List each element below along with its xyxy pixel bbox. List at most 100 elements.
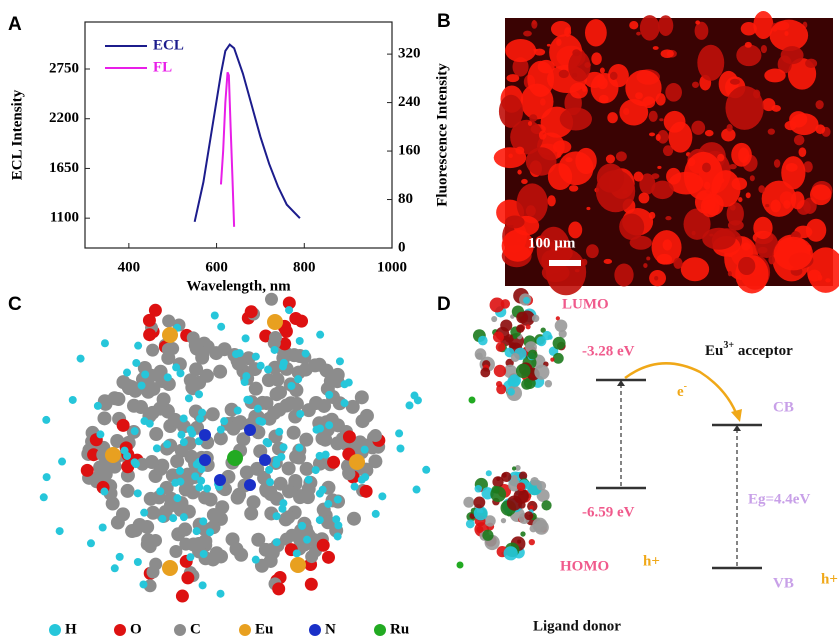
atom [278, 505, 286, 513]
orbital-lobe [545, 380, 552, 387]
atom [215, 500, 229, 514]
atom [324, 374, 338, 388]
atom [322, 451, 330, 459]
fluorescent-spot [781, 46, 804, 64]
fluorescent-spot [673, 258, 682, 269]
fluorescent-spot [709, 234, 713, 237]
homo-label: HOMO [560, 558, 609, 574]
atom [163, 440, 171, 448]
atom [227, 450, 243, 466]
panel-label: D [437, 294, 451, 315]
atom [252, 556, 260, 564]
atom [266, 478, 274, 486]
atom [293, 549, 301, 557]
orbital-lobe [542, 331, 551, 340]
atom [396, 445, 404, 453]
fluorescent-spot [599, 95, 609, 104]
atom [336, 357, 344, 365]
fluorescent-spot [817, 275, 822, 281]
orbital-lobe [492, 476, 503, 487]
legend-label: ECL [153, 37, 184, 53]
orbital-lobe [486, 470, 492, 476]
fluorescent-spot [649, 111, 658, 122]
acceptor-part: acceptor [734, 343, 793, 359]
atom [305, 578, 318, 591]
fluorescent-spot [728, 220, 744, 230]
orbital-lobe [476, 526, 483, 533]
orbital-lobe [476, 352, 483, 359]
atom [123, 452, 131, 460]
atom [303, 536, 311, 544]
legend-label: C [190, 621, 201, 637]
atom [42, 416, 50, 424]
atom [232, 357, 246, 371]
panel-label: B [437, 11, 451, 32]
atom [361, 446, 369, 454]
atom [158, 515, 166, 523]
fluorescent-spot [695, 22, 709, 40]
atom [199, 429, 211, 441]
legend-label: FL [153, 59, 172, 75]
atom [316, 516, 324, 524]
fluorescent-spot [505, 39, 536, 62]
legend-label: Eu [255, 621, 273, 637]
atom [317, 399, 331, 413]
fluorescent-spot [527, 61, 554, 97]
legend-label: O [130, 621, 142, 637]
y-tick-label: 2200 [49, 110, 79, 126]
orbital-lobe [493, 332, 504, 343]
fluorescent-spot [661, 49, 674, 58]
fluorescent-spot [692, 231, 696, 236]
legend-atom [374, 624, 386, 636]
orbital-lobe [516, 312, 528, 324]
atom [138, 382, 146, 390]
atom [173, 494, 181, 502]
atom [198, 409, 206, 417]
fluorescent-spot [761, 45, 767, 53]
orbital-lobe [463, 497, 474, 508]
fluorescent-spot [758, 185, 765, 193]
atom [105, 447, 121, 463]
fluorescent-spot [783, 200, 790, 209]
atom [252, 353, 260, 361]
atom [199, 581, 207, 589]
y2-tick-label: 240 [398, 94, 421, 110]
atom [117, 419, 130, 432]
atom [265, 466, 273, 474]
fluorescent-spot [517, 170, 521, 175]
fluorescent-spot [711, 170, 740, 207]
fluorescent-spot [643, 263, 647, 268]
orbital-lobe [478, 336, 488, 346]
atom [206, 407, 220, 421]
atom [300, 462, 314, 476]
x-tick-label: 400 [118, 259, 141, 275]
atom [254, 405, 262, 413]
atom [116, 553, 124, 561]
orbital-lobe [550, 358, 554, 362]
fluorescent-spot [656, 93, 666, 105]
atom [217, 590, 225, 598]
orbital-lobe [504, 546, 518, 560]
atom [273, 512, 281, 520]
fluorescent-spot [702, 163, 711, 173]
donor-label: Ligand donor [533, 618, 621, 634]
atom [264, 366, 272, 374]
y2-tick-label: 80 [398, 191, 413, 207]
atom [153, 444, 161, 452]
atom [123, 369, 131, 377]
atom [94, 402, 102, 410]
x-tick-label: 800 [293, 259, 316, 275]
atom [316, 425, 324, 433]
atom [378, 492, 386, 500]
atom [405, 401, 413, 409]
atom [193, 527, 201, 535]
atom [146, 420, 154, 428]
orbital-lobe [517, 539, 521, 543]
atom [247, 495, 261, 509]
atom [134, 489, 142, 497]
legend-label: N [325, 621, 336, 637]
fluorescent-spot [695, 20, 700, 24]
fluorescent-spot [505, 215, 525, 228]
atom [298, 522, 306, 530]
atom [143, 314, 156, 327]
